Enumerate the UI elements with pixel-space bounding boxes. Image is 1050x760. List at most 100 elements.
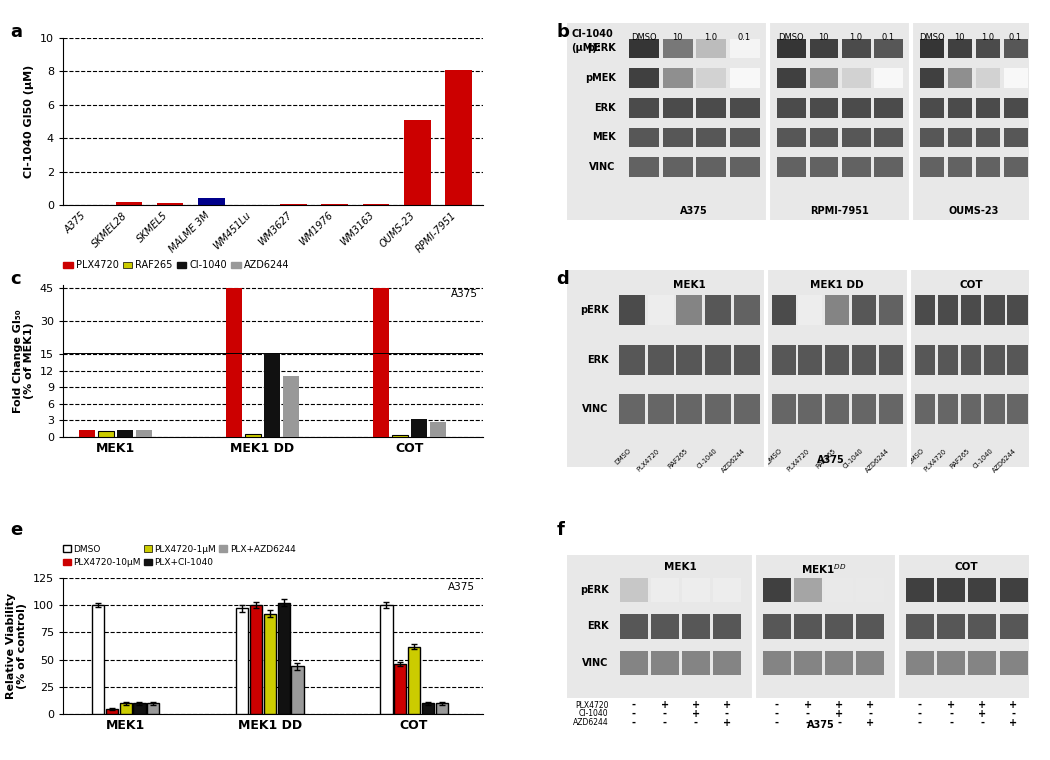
Y-axis label: Fold Change GI₅₀
(% of MEK1): Fold Change GI₅₀ (% of MEK1)	[13, 309, 35, 413]
Bar	[948, 157, 972, 177]
Bar	[226, 288, 243, 437]
Text: DMSO: DMSO	[614, 448, 632, 466]
Bar	[362, 204, 390, 205]
Text: 0.1: 0.1	[882, 33, 895, 42]
Bar	[713, 614, 741, 638]
Text: A375: A375	[807, 720, 835, 730]
Text: DMSO: DMSO	[906, 448, 925, 466]
Bar	[373, 288, 390, 437]
Bar	[730, 98, 759, 118]
Text: AZD6244: AZD6244	[865, 448, 890, 473]
Text: -: -	[775, 717, 779, 727]
Bar	[730, 157, 759, 177]
Bar	[629, 157, 659, 177]
Text: DMSO: DMSO	[778, 33, 804, 42]
Text: VINC: VINC	[582, 404, 609, 414]
Bar	[921, 68, 944, 88]
Bar	[825, 394, 849, 424]
Text: -: -	[631, 717, 635, 727]
Bar	[906, 614, 934, 638]
Bar	[938, 651, 965, 676]
Bar	[394, 664, 406, 714]
Text: CI-1040: CI-1040	[579, 709, 609, 718]
Bar	[842, 39, 870, 59]
Text: +: +	[1009, 717, 1017, 727]
Bar	[825, 296, 849, 325]
Bar	[915, 296, 936, 325]
Text: -: -	[1011, 709, 1015, 719]
Text: +: +	[692, 709, 700, 719]
Bar	[392, 435, 408, 437]
Bar	[852, 296, 876, 325]
Bar	[629, 128, 659, 147]
Bar	[921, 98, 944, 118]
Bar	[906, 651, 934, 676]
Bar	[706, 394, 731, 424]
Bar	[825, 345, 849, 375]
Bar	[857, 614, 884, 638]
Bar	[938, 345, 959, 375]
Bar	[875, 68, 903, 88]
Bar	[682, 614, 710, 638]
Bar	[197, 198, 225, 205]
Text: ERK: ERK	[587, 355, 609, 365]
Text: CI-1040: CI-1040	[571, 29, 613, 39]
Text: f: f	[556, 521, 565, 539]
Bar	[825, 578, 854, 602]
Bar	[777, 157, 805, 177]
Bar	[810, 157, 838, 177]
Text: 0.1: 0.1	[738, 33, 751, 42]
Text: -: -	[868, 709, 873, 719]
Bar	[777, 98, 805, 118]
Bar	[264, 354, 280, 437]
Bar	[245, 434, 261, 437]
Bar	[1000, 651, 1028, 676]
Text: 10: 10	[818, 33, 828, 42]
Text: -: -	[949, 709, 953, 719]
Bar	[961, 296, 982, 325]
Bar	[968, 614, 996, 638]
Text: -: -	[694, 717, 698, 727]
Bar	[948, 68, 972, 88]
Bar	[380, 605, 393, 714]
Text: COT: COT	[954, 562, 979, 572]
Bar	[116, 202, 142, 205]
Bar	[921, 157, 944, 177]
Bar	[879, 296, 903, 325]
Bar	[706, 296, 731, 325]
Text: AZD6244: AZD6244	[991, 448, 1017, 473]
Bar	[938, 614, 965, 638]
Bar	[842, 157, 870, 177]
Text: DMSO: DMSO	[631, 33, 656, 42]
Text: 1.0: 1.0	[849, 33, 862, 42]
Bar	[763, 578, 791, 602]
Text: MEK1 DD: MEK1 DD	[811, 280, 864, 290]
Bar	[292, 667, 303, 714]
Text: -: -	[775, 700, 779, 710]
Bar	[810, 128, 838, 147]
Text: 0.1: 0.1	[1009, 33, 1022, 42]
Text: -: -	[918, 709, 922, 719]
Text: -: -	[805, 717, 810, 727]
Text: (μM):: (μM):	[571, 43, 602, 52]
Text: A375: A375	[680, 207, 708, 217]
Text: CI-1040: CI-1040	[972, 448, 994, 470]
Bar	[277, 603, 290, 714]
Bar	[968, 651, 996, 676]
Bar	[408, 647, 420, 714]
Text: COT: COT	[960, 280, 983, 290]
Bar	[696, 98, 727, 118]
Text: ERK: ERK	[594, 103, 615, 112]
Bar	[436, 704, 447, 714]
Bar	[321, 204, 349, 205]
Text: -: -	[724, 709, 729, 719]
Text: 10: 10	[954, 33, 965, 42]
Text: -: -	[837, 717, 841, 727]
Bar	[713, 651, 741, 676]
Bar	[682, 651, 710, 676]
Text: +: +	[866, 717, 875, 727]
Bar	[975, 128, 1000, 147]
Text: pERK: pERK	[580, 584, 609, 595]
Bar	[280, 204, 307, 205]
Bar	[948, 98, 972, 118]
